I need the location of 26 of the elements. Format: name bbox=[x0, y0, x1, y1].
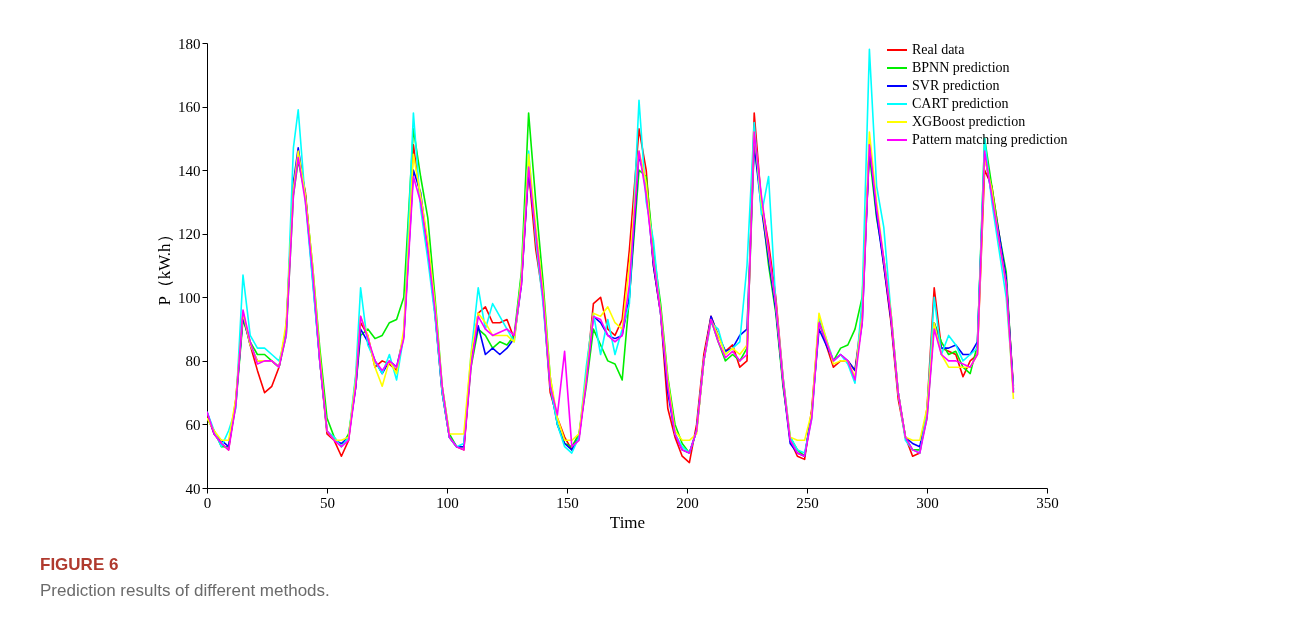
y-tick-label: 160 bbox=[178, 99, 201, 116]
legend-label: CART prediction bbox=[912, 96, 1009, 111]
x-tick-label: 250 bbox=[796, 494, 819, 511]
caption: FIGURE 6 bbox=[40, 555, 120, 575]
y-tick-label: 60 bbox=[185, 416, 201, 433]
x-tick-label: 0 bbox=[203, 494, 212, 511]
y-axis-title: P（kW.h） bbox=[155, 226, 174, 306]
legend-label: XGBoost prediction bbox=[912, 114, 1026, 129]
y-tick-label: 40 bbox=[185, 480, 201, 497]
x-tick-label: 350 bbox=[1036, 494, 1059, 511]
legend-label: Pattern matching prediction bbox=[912, 132, 1068, 147]
y-tick-label: 180 bbox=[178, 35, 201, 52]
y-tick-label: 100 bbox=[178, 289, 201, 306]
x-tick-label: 200 bbox=[676, 494, 699, 511]
x-tick-label: 150 bbox=[556, 494, 579, 511]
x-axis-title: Time bbox=[609, 512, 646, 532]
text: Prediction results of different methods. bbox=[40, 581, 330, 601]
x-tick-label: 300 bbox=[916, 494, 939, 511]
y-tick-label: 140 bbox=[178, 162, 201, 179]
x-tick-label: 50 bbox=[320, 494, 335, 511]
legend-label: Real data bbox=[912, 42, 966, 57]
legend-label: SVR prediction bbox=[912, 78, 1000, 93]
x-tick-label: 100 bbox=[436, 494, 459, 511]
y-tick-label: 80 bbox=[185, 353, 201, 370]
y-tick-label: 120 bbox=[178, 226, 201, 243]
legend-label: BPNN prediction bbox=[912, 60, 1010, 75]
